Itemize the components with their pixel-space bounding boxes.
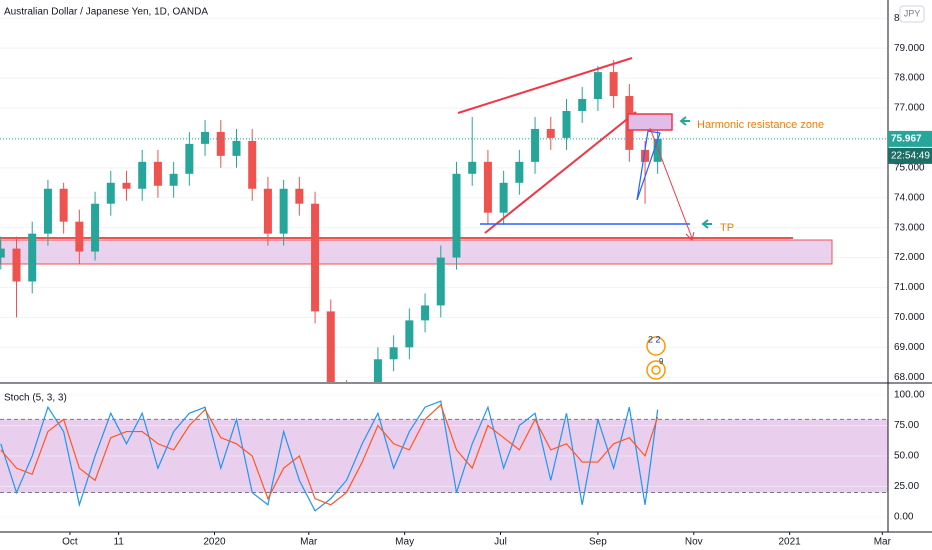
harmonic-pattern	[636, 130, 661, 201]
axes: 68.000 69.000 70.000 71.000 72.000 73.000 74.0…	[62, 13, 932, 548]
candle-body	[138, 161, 147, 189]
y-tick-label: 70.000	[894, 312, 925, 323]
candle-body	[593, 72, 602, 100]
x-tick-label: Jul	[494, 537, 507, 548]
candle-body	[436, 257, 445, 306]
y-tick-label: 69.000	[894, 342, 925, 353]
x-tick-label: Nov	[685, 537, 703, 548]
candle-body	[609, 72, 618, 97]
candle-body	[405, 320, 414, 348]
y-tick-label: 68.000	[894, 372, 925, 383]
candle-body	[43, 188, 52, 234]
candle-body	[0, 248, 5, 258]
y-tick-label: 78.000	[894, 73, 925, 84]
x-tick-label: Oct	[62, 537, 78, 548]
y-tick-label: 75.00	[894, 420, 919, 431]
annotation: Harmonic resistance zone	[697, 119, 824, 131]
candle-body	[12, 248, 21, 282]
countdown: 22:54:49	[891, 151, 930, 162]
candle-body	[653, 138, 662, 162]
marker-label: 9	[659, 357, 664, 366]
candle-body	[531, 128, 540, 162]
candle-body	[295, 188, 304, 204]
price-label: 75.967	[891, 134, 922, 145]
marker-icon	[646, 360, 666, 380]
candle-body	[201, 131, 210, 144]
candle-body	[641, 149, 650, 162]
candle-body	[248, 140, 257, 189]
candle-body	[546, 128, 555, 138]
trend-line	[484, 111, 637, 234]
candle-body	[28, 233, 37, 282]
indicator-title: Stoch (5, 3, 3)	[4, 393, 67, 404]
candle-body	[499, 182, 508, 213]
candle-body	[483, 161, 492, 213]
candle-body	[122, 182, 131, 189]
drawings	[457, 57, 712, 380]
projection-arrow	[649, 127, 693, 239]
candle-body	[279, 188, 288, 234]
currency-button[interactable]	[899, 5, 925, 23]
resistance-zone	[627, 113, 673, 131]
marker-icon	[651, 365, 661, 375]
x-tick-label: 2020	[203, 537, 226, 548]
price-label-box	[888, 130, 932, 147]
candle-body	[515, 161, 524, 183]
y-tick-label: 71.000	[894, 282, 925, 293]
candle-body	[389, 347, 398, 360]
candle-body	[326, 311, 335, 382]
y-tick-label: 79.000	[894, 43, 925, 54]
candle-body	[562, 110, 571, 138]
candle-body	[452, 173, 461, 258]
x-tick-label: Sep	[589, 537, 607, 548]
y-tick-label: 25.00	[894, 481, 919, 492]
candle-body	[578, 99, 587, 111]
x-tick-label: 11	[113, 537, 124, 548]
candle-body	[106, 182, 115, 204]
y-tick-label: 75.000	[894, 162, 925, 173]
candle-body	[468, 161, 477, 174]
y-tick-label: 74.000	[894, 192, 925, 203]
trend-line	[457, 57, 633, 114]
x-tick-label: 2021	[779, 537, 802, 548]
y-tick-label: 72.000	[894, 252, 925, 263]
stoch-line	[0, 403, 659, 506]
y-tick-label: 50.00	[894, 451, 919, 462]
currency-label[interactable]: JPY	[904, 8, 921, 18]
arrow-head	[685, 231, 695, 241]
y-tick-label: 77.000	[894, 103, 925, 114]
countdown-box	[888, 147, 932, 164]
candle-body	[153, 161, 162, 186]
candle-body	[263, 188, 272, 234]
candle-body	[373, 359, 382, 382]
candle-body	[59, 188, 68, 222]
x-tick-label: Mar	[874, 537, 892, 548]
marker-icon	[646, 336, 666, 356]
y-tick-label: 73.000	[894, 222, 925, 233]
price-panel	[0, 17, 888, 382]
x-tick-label: May	[395, 537, 414, 548]
candle-body	[311, 203, 320, 312]
annotation: TP	[720, 222, 734, 234]
candle-body	[169, 173, 178, 186]
candle-body	[232, 140, 241, 156]
arrow-icon	[679, 116, 690, 126]
candle-body	[216, 131, 225, 156]
chart-title: Australian Dollar / Japanese Yen, 1D, OA…	[4, 7, 208, 18]
support-zone	[0, 239, 833, 265]
arrow-icon	[701, 219, 712, 229]
candle-body	[75, 221, 84, 252]
marker-label: 2 2	[648, 334, 661, 344]
stoch-line	[0, 400, 659, 512]
y-tick-label: 100.00	[894, 390, 925, 401]
y-tick-label: 0.00	[894, 512, 914, 523]
candle-body	[91, 203, 100, 252]
stoch-panel	[0, 394, 888, 518]
x-tick-label: Mar	[300, 537, 318, 548]
candle-body	[421, 305, 430, 321]
candle-body	[185, 143, 194, 174]
